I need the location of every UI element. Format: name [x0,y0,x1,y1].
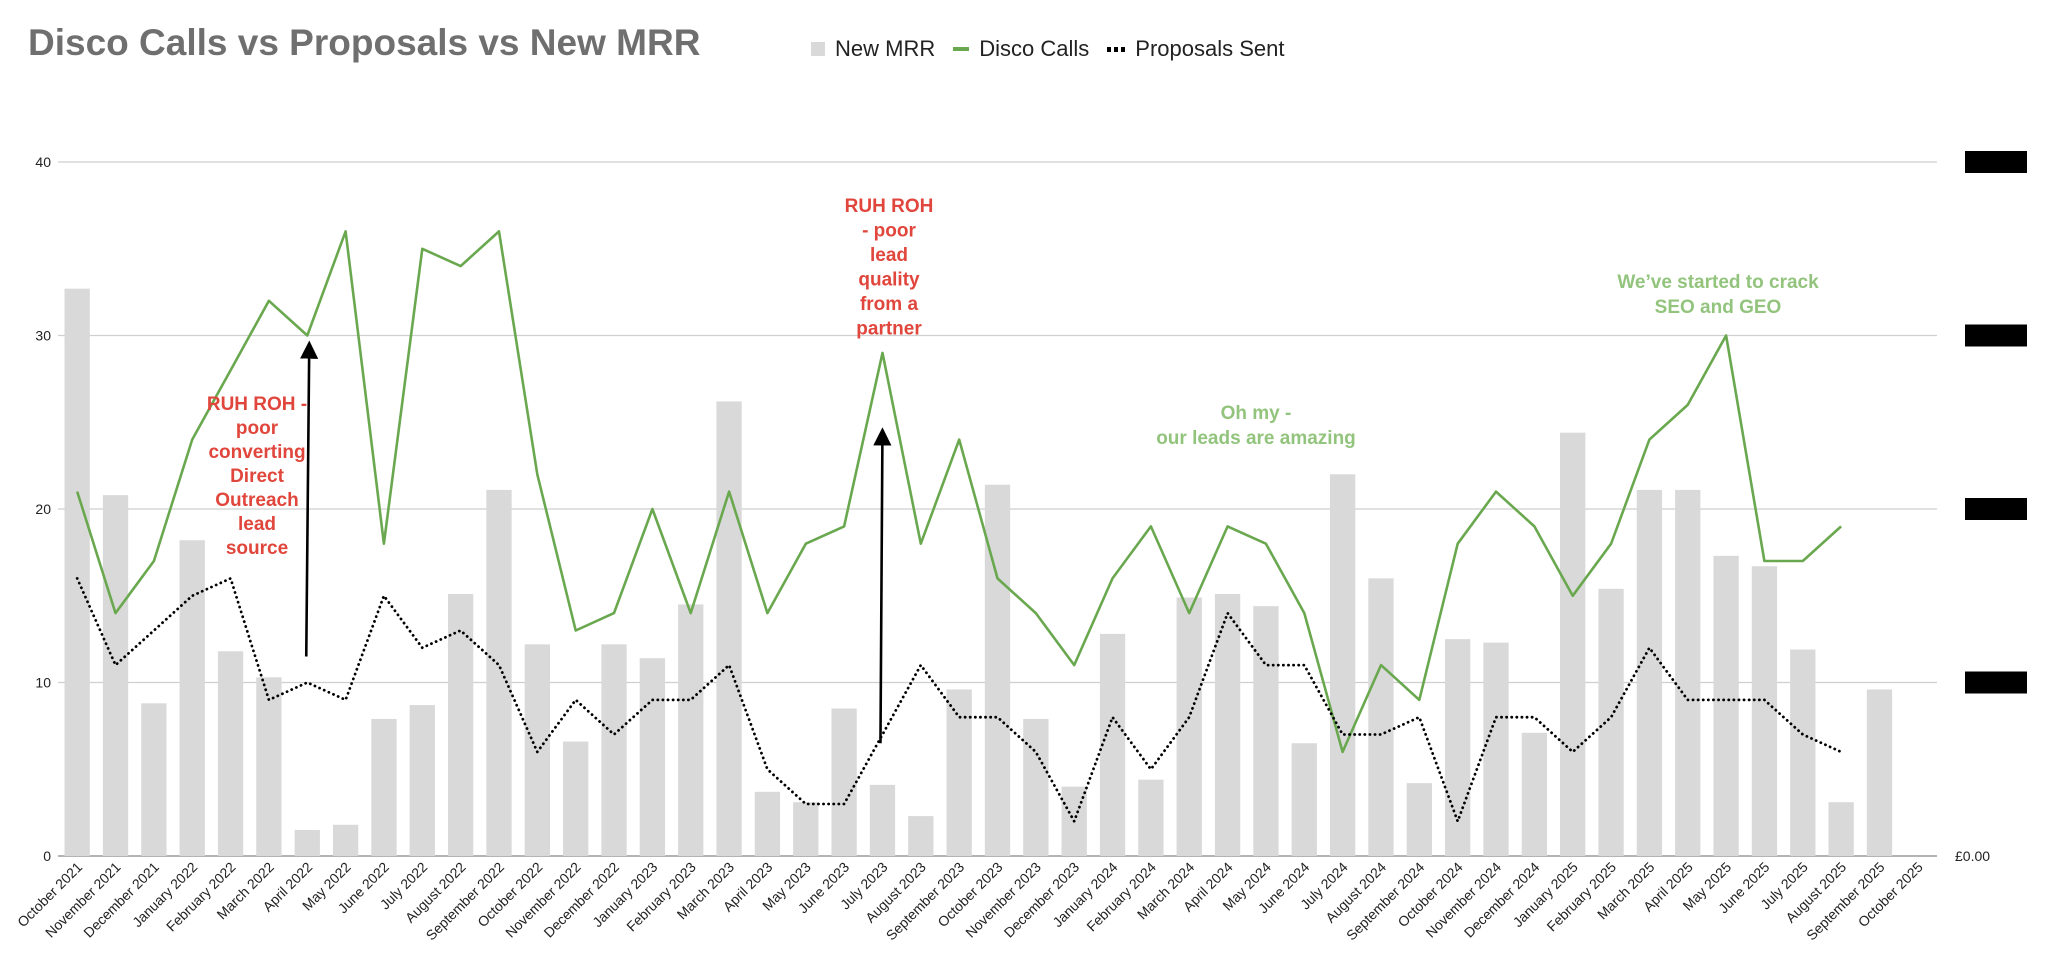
bar-new-mrr [1866,689,1893,856]
bar-new-mrr [1253,606,1279,856]
bar-new-mrr [179,540,205,856]
bar-new-mrr [1521,732,1548,856]
annotation-text-ruh-roh-1: RUH ROH - [207,394,307,415]
y2-tick-redaction [1965,151,2027,173]
y-tick-label: 30 [35,328,51,344]
bar-new-mrr [1023,718,1049,856]
bar-new-mrr [678,604,704,856]
annotation-text-crack-seo: We’ve started to crack [1617,272,1819,293]
y2-tick-redaction [1965,498,2027,520]
bar-new-mrr [1445,639,1471,856]
bar-new-mrr [793,802,819,856]
legend-label-proposals-sent: Proposals Sent [1135,36,1285,61]
bar-new-mrr [1138,779,1164,856]
bar-new-mrr [1214,594,1241,856]
y-tick-label: 0 [43,848,51,864]
annotation-arrow-ruh-roh-1 [300,340,319,657]
bar-new-mrr [332,824,359,856]
annotation-text-ruh-roh-1: source [226,538,288,559]
bar-new-mrr [371,718,397,856]
bar-new-mrr [1099,633,1126,856]
annotation-text-ruh-roh-2: - poor [862,221,916,242]
bar-new-mrr [447,594,474,856]
bar-new-mrr [1713,555,1739,856]
annotation-text-ruh-roh-1: Direct [230,466,285,487]
bar-new-mrr [869,784,896,856]
bar-new-mrr [141,703,167,856]
bar-new-mrr [524,644,550,856]
annotation-text-ruh-roh-2: from a [860,294,919,315]
y-tick-label: 10 [35,675,51,691]
y-tick-label: 40 [35,154,51,170]
y2-tick-redaction [1965,671,2027,694]
annotation-text-ruh-roh-2: lead [870,245,908,266]
bar-new-mrr [601,644,627,856]
annotation-text-ruh-roh-2: RUH ROH [845,196,934,217]
annotation-text-ruh-roh-1: Outreach [215,490,298,511]
legend: New MRR Disco Calls Proposals Sent [811,36,1284,62]
legend-swatch-proposals-sent [1107,46,1126,52]
bar-new-mrr [754,791,781,856]
annotation-text-ruh-roh-1: poor [236,418,279,439]
bar-new-mrr [1790,649,1816,856]
bar-new-mrr [409,705,435,856]
bar-new-mrr [831,708,857,856]
annotation-text-ruh-roh-1: lead [238,514,276,535]
bar-new-mrr [1675,489,1701,856]
y2-tick-redaction [1965,324,2027,347]
legend-swatch-disco-calls [953,47,970,51]
legend-item-new-mrr: New MRR [811,36,935,62]
annotation-text-ruh-roh-1: converting [208,442,305,463]
bar-new-mrr [1560,432,1586,856]
chart-title: Disco Calls vs Proposals vs New MRR [28,22,701,63]
bar-new-mrr [1329,474,1356,856]
annotation-text-leads-amazing: Oh my - [1221,403,1292,424]
bar-new-mrr [256,677,282,856]
bar-new-mrr [1176,597,1202,856]
x-tick-label: October 2021 [14,859,85,930]
bar-new-mrr [1368,578,1394,856]
bar-new-mrr [1598,588,1624,856]
bar-new-mrr [563,741,589,856]
annotation-arrow-ruh-roh-2 [873,427,892,744]
annotation-text-ruh-roh-2: quality [858,270,920,291]
legend-swatch-new-mrr [811,42,825,56]
bar-new-mrr [639,658,666,856]
bar-new-mrr [946,689,972,856]
legend-item-disco-calls: Disco Calls [953,36,1089,62]
legend-label-disco-calls: Disco Calls [979,36,1090,61]
bar-new-mrr [1406,783,1432,856]
bar-new-mrr [1291,743,1317,856]
bar-new-mrr [908,816,934,856]
bar-new-mrr [217,651,244,856]
bar-new-mrr [1751,566,1778,856]
legend-item-proposals-sent: Proposals Sent [1107,36,1284,62]
annotation-text-leads-amazing: our leads are amazing [1156,428,1356,449]
y-tick-label: 20 [35,501,51,517]
bar-new-mrr [984,484,1011,856]
bar-new-mrr [294,829,320,856]
line-disco-calls [75,230,1842,754]
line-proposals-sent [75,577,1843,823]
bar-new-mrr [102,495,129,856]
bar-new-mrr [1636,489,1663,856]
annotation-text-crack-seo: SEO and GEO [1655,297,1782,318]
bar-new-mrr [64,288,90,856]
y2-tick-label: £0.00 [1955,848,1990,864]
bar-new-mrr [1483,642,1509,856]
bar-new-mrr [716,401,742,856]
bar-new-mrr [486,489,512,856]
bar-new-mrr [1828,802,1854,856]
legend-label-new-mrr: New MRR [835,36,936,61]
annotation-text-ruh-roh-2: partner [856,319,922,340]
